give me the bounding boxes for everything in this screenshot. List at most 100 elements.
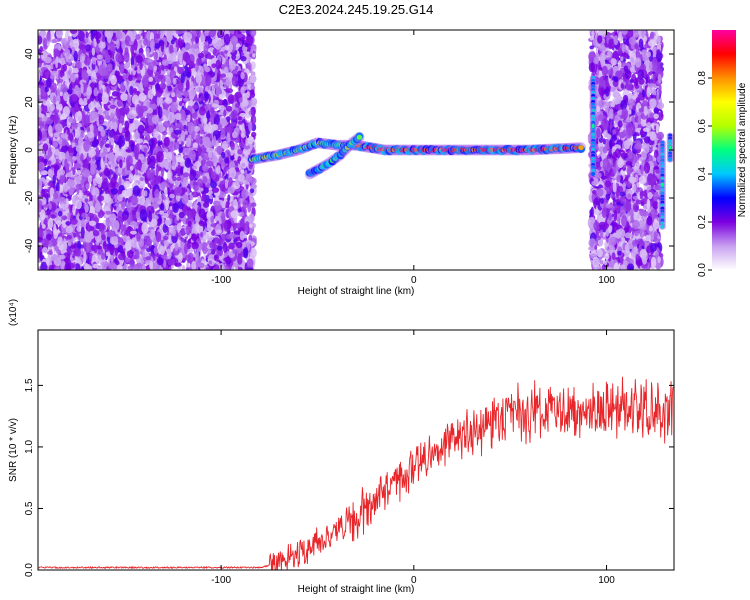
heatmap-cell [209, 194, 213, 200]
heatmap-cell [251, 202, 257, 208]
heatmap-cell [41, 188, 49, 193]
heatmap-cell [172, 55, 177, 62]
heatmap-cell [116, 110, 121, 119]
heatmap-cell [124, 130, 131, 143]
heatmap-cell [155, 124, 164, 132]
heatmap-cell [79, 136, 84, 144]
heatmap-layer [38, 30, 674, 270]
heatmap-cell [228, 242, 235, 250]
heatmap-cell [130, 123, 136, 131]
heatmap-cell [250, 45, 257, 52]
heatmap-cell [160, 41, 165, 53]
heatmap-cell [73, 50, 79, 63]
heatmap-cell [226, 132, 231, 143]
heatmap-cell [191, 260, 197, 270]
heatmap-cell [61, 64, 65, 74]
heatmap-cell [204, 66, 211, 73]
heatmap-cell [167, 170, 171, 180]
heatmap-cell [220, 233, 227, 241]
heatmap-cell [181, 264, 186, 270]
heatmap-cell [227, 194, 231, 202]
heatmap-cell [48, 160, 52, 165]
heatmap-cell [183, 176, 189, 188]
heatmap-cell [163, 259, 167, 268]
heatmap-cell [225, 88, 234, 94]
heatmap-cell [72, 232, 80, 237]
heatmap-cell [140, 105, 148, 112]
heatmap-cell [50, 253, 58, 262]
heatmap-cell [65, 225, 74, 234]
heatmap-cell [154, 72, 162, 83]
heatmap-cell [66, 234, 72, 240]
heatmap-cell [58, 137, 63, 145]
heatmap-cell [68, 116, 74, 123]
heatmap-cell [160, 203, 165, 212]
heatmap-cell [159, 96, 163, 107]
heatmap-cell [122, 105, 130, 114]
heatmap-cell [177, 37, 183, 48]
heatmap-cell [58, 103, 63, 112]
heatmap-cell [244, 221, 250, 233]
heatmap-cell [153, 51, 158, 61]
heatmap-cell [150, 103, 158, 110]
heatmap-cell [39, 122, 45, 127]
heatmap-cell [62, 184, 69, 193]
heatmap-cell [198, 44, 204, 52]
heatmap-cell [96, 104, 102, 111]
heatmap-cell [195, 250, 199, 261]
heatmap-cell [235, 241, 243, 249]
heatmap-cell [98, 153, 106, 158]
heatmap-cell [115, 52, 122, 63]
heatmap-cell [91, 47, 96, 56]
heatmap-cell [62, 139, 66, 147]
heatmap-cell [101, 211, 105, 216]
heatmap-cell [250, 188, 255, 194]
heatmap-cell [203, 44, 209, 55]
heatmap-cell [176, 156, 184, 163]
heatmap-cell [182, 90, 189, 97]
heatmap-cell [167, 258, 176, 266]
heatmap-cell [237, 208, 242, 213]
heatmap-cell [43, 69, 51, 80]
heatmap-cell [235, 103, 240, 109]
heatmap-cell [198, 221, 207, 227]
heatmap-cell [161, 130, 168, 136]
heatmap-cell [216, 147, 223, 155]
heatmap-cell [183, 97, 190, 102]
heatmap-cell [133, 38, 138, 51]
figure-title: C2E3.2024.245.19.25.G14 [279, 2, 434, 17]
heatmap-cell [233, 223, 237, 231]
heatmap-cell [68, 70, 71, 75]
heatmap-cell [127, 187, 133, 197]
heatmap-cell [46, 250, 54, 255]
heatmap-cell [153, 33, 161, 40]
heatmap-cell [231, 75, 237, 87]
heatmap-cell [83, 114, 90, 127]
heatmap-cell [159, 83, 167, 89]
heatmap-cell [191, 165, 198, 170]
heatmap-cell [206, 220, 210, 225]
heatmap-cell [242, 199, 249, 209]
heatmap-cell [70, 218, 78, 225]
heatmap-cell [160, 30, 165, 37]
heatmap-cell [200, 231, 204, 238]
heatmap-cell [103, 167, 111, 177]
heatmap-cell [206, 53, 212, 60]
heatmap-cell [250, 89, 255, 95]
heatmap-cell [76, 183, 80, 195]
heatmap-cell [249, 194, 253, 204]
heatmap-cell [195, 72, 202, 84]
heatmap-cell [123, 62, 130, 70]
heatmap-cell [196, 57, 202, 66]
heatmap-cell [178, 55, 183, 64]
heatmap-cell [184, 188, 188, 193]
heatmap-cell [248, 213, 255, 223]
heatmap-cell [169, 193, 175, 199]
heatmap-cell [55, 220, 63, 226]
heatmap-cell [223, 221, 228, 232]
heatmap-cell [84, 198, 89, 204]
heatmap-cell [149, 260, 154, 270]
heatmap-cell [123, 180, 131, 188]
heatmap-cell [220, 130, 226, 139]
